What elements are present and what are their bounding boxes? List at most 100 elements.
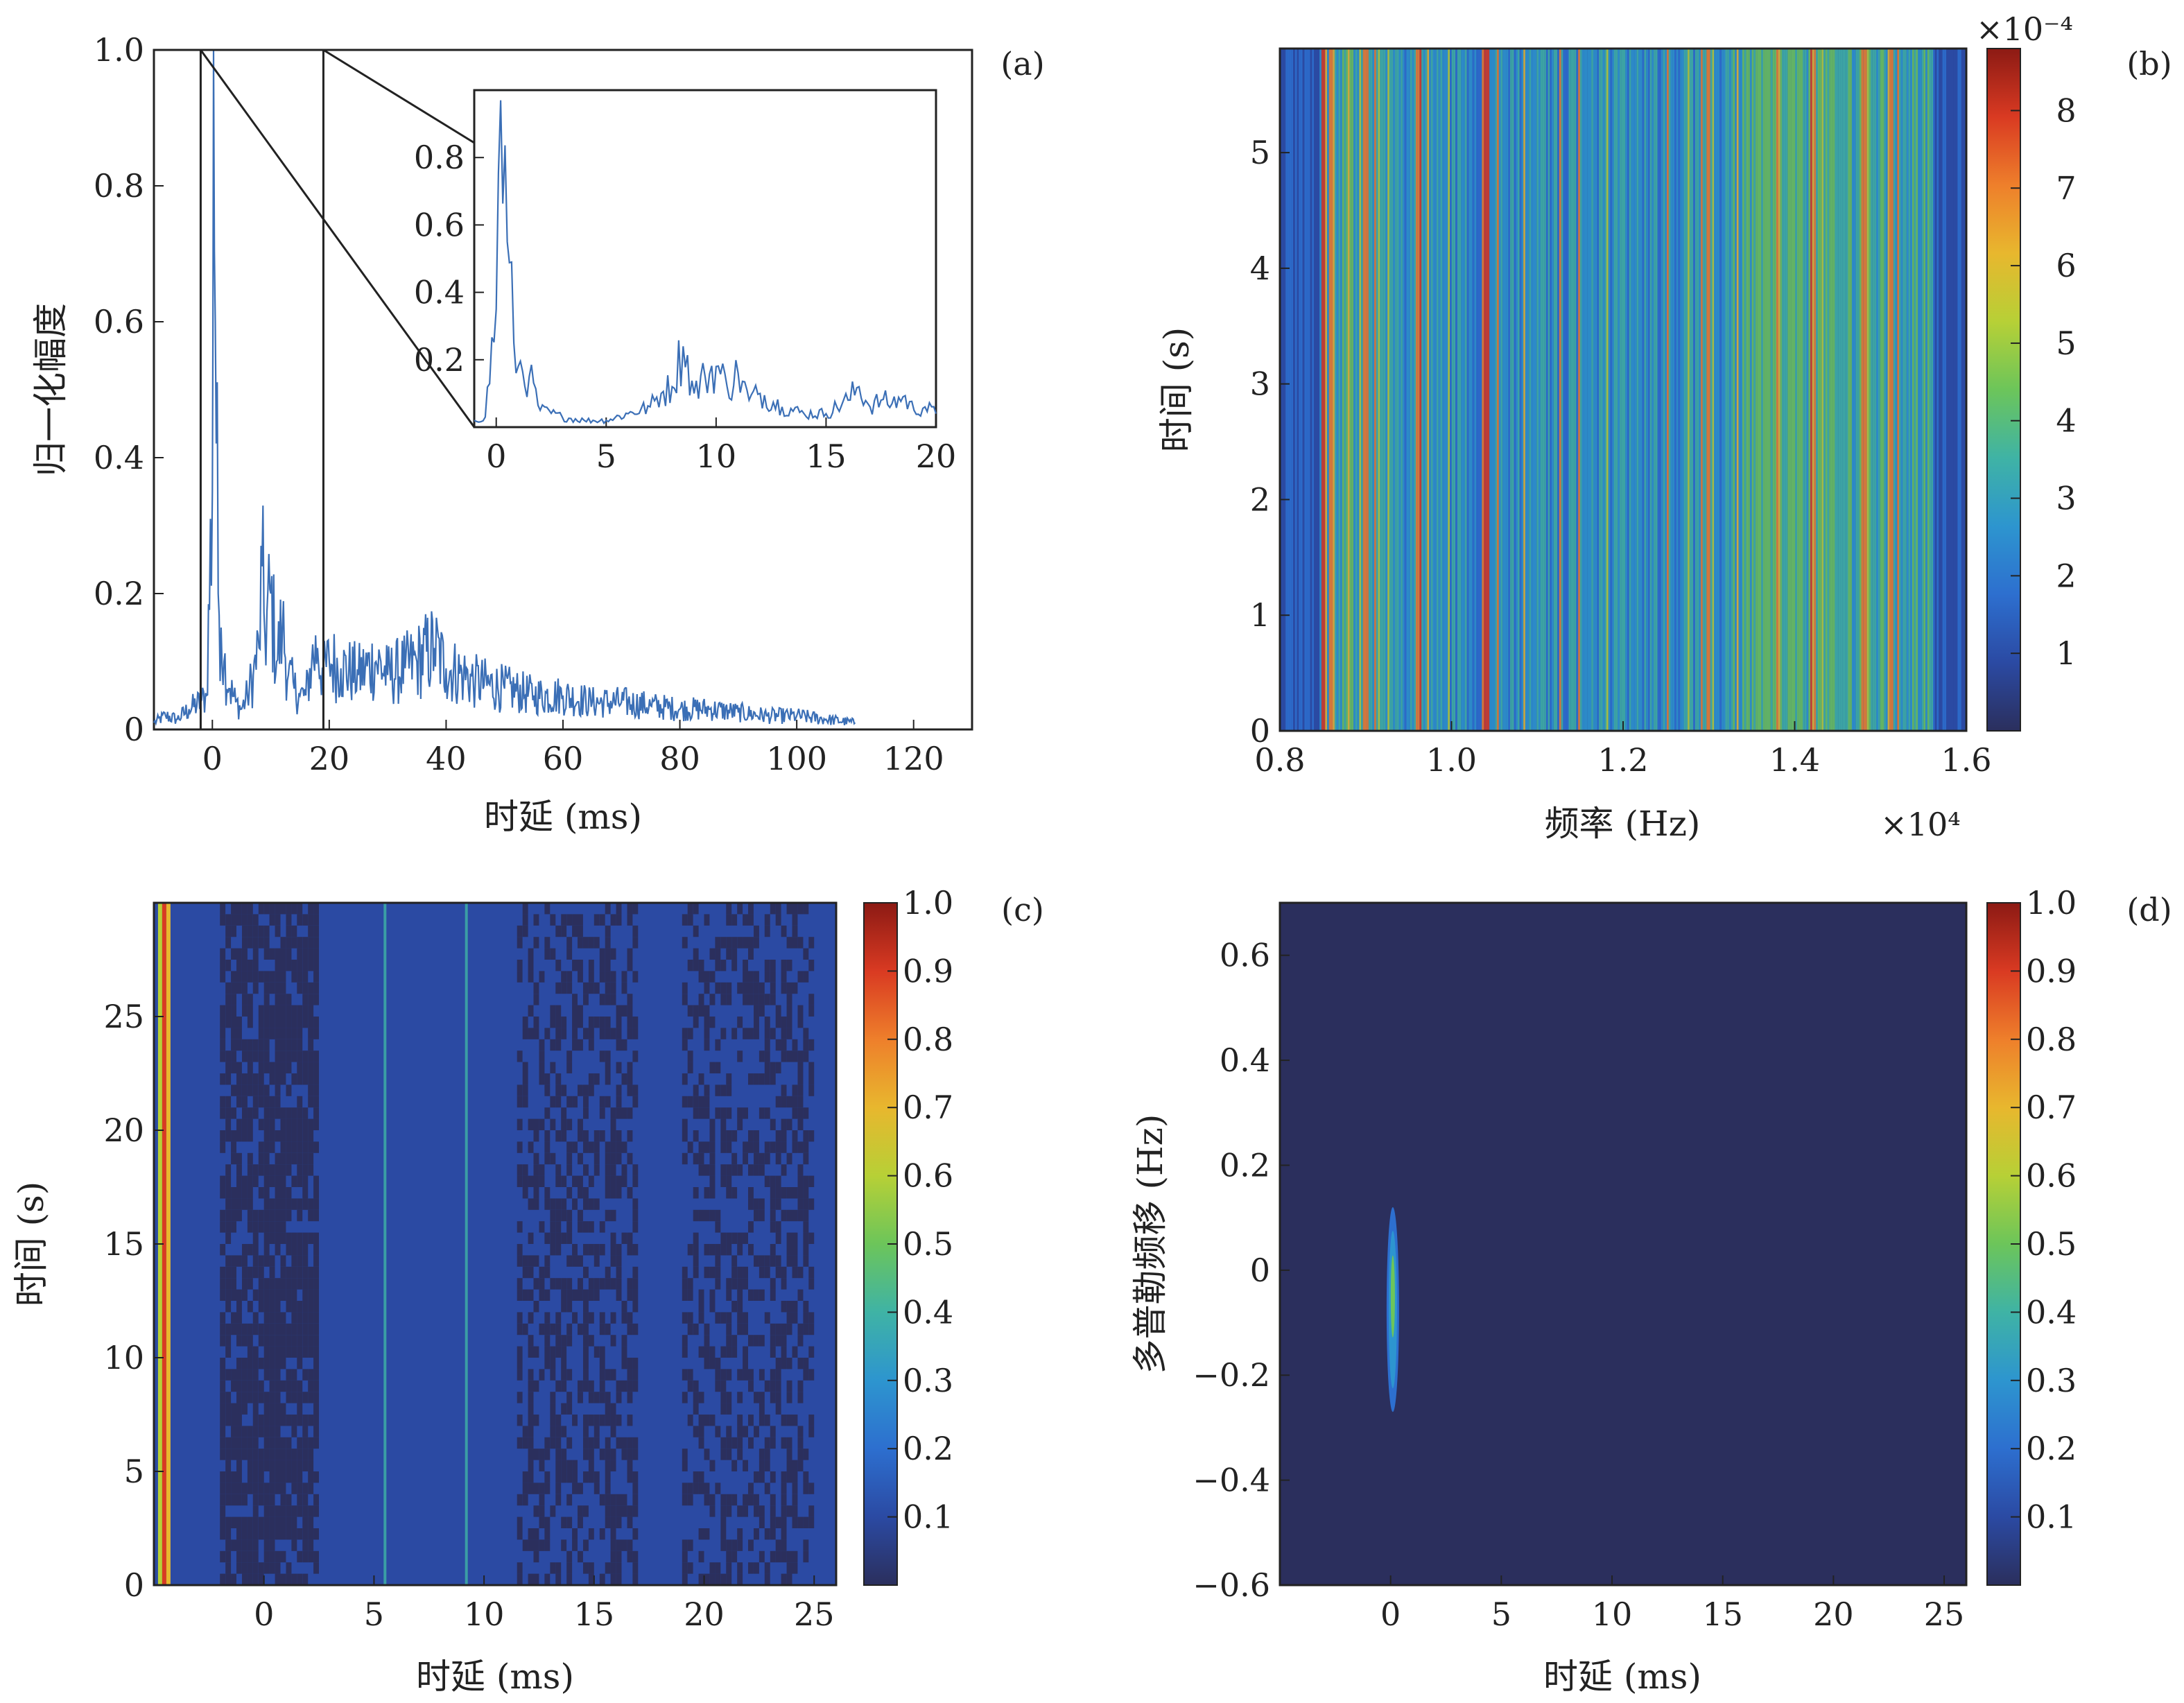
panel-b-stripe bbox=[1563, 49, 1566, 731]
panel-c-cell bbox=[302, 1187, 309, 1199]
panel-c-cell bbox=[528, 1369, 534, 1381]
panel-c-cell bbox=[808, 1073, 815, 1085]
panel-c-cell bbox=[225, 1096, 232, 1108]
panel-c-cell bbox=[302, 1482, 309, 1494]
panel-c-cell bbox=[297, 1198, 303, 1210]
panel-c-cell bbox=[275, 1017, 281, 1028]
panel-c-cell bbox=[550, 1403, 556, 1415]
panel-c-cell bbox=[770, 1062, 776, 1073]
panel-c-cell bbox=[715, 1221, 721, 1233]
panel-c-cell bbox=[698, 960, 704, 971]
panel-c-cell bbox=[808, 1232, 815, 1244]
panel-c-cell bbox=[528, 1005, 534, 1017]
panel-c-cell bbox=[616, 1028, 622, 1039]
panel-c-cell bbox=[297, 1415, 303, 1426]
panel-c-cell bbox=[263, 994, 270, 1005]
panel-c-cell bbox=[550, 1096, 556, 1108]
panel-c-cell bbox=[528, 1028, 534, 1039]
panel-c-cell bbox=[236, 1426, 242, 1437]
panel-b-stripe bbox=[1738, 49, 1741, 731]
panel-b-y-tick-label: 1 bbox=[1250, 596, 1270, 634]
panel-c-cell bbox=[748, 1221, 754, 1233]
panel-c-cell bbox=[258, 1460, 264, 1471]
panel-c-cell bbox=[247, 1528, 253, 1540]
panel-c-cell bbox=[528, 1312, 534, 1324]
panel-b-colorbar-tick-label: 8 bbox=[2056, 92, 2076, 129]
panel-b-stripe bbox=[1518, 49, 1520, 731]
panel-c-cell bbox=[781, 1084, 787, 1096]
panel-c-cell bbox=[313, 1107, 319, 1119]
panel-c-cell bbox=[280, 1449, 286, 1460]
panel-b-stripe bbox=[1882, 49, 1884, 731]
panel-c-cell bbox=[682, 914, 688, 926]
panel-c-colorbar-tick-label: 0.3 bbox=[903, 1362, 953, 1399]
panel-c-cell bbox=[555, 1221, 562, 1233]
panel-c-cell bbox=[225, 1232, 232, 1244]
panel-c-cell bbox=[566, 1301, 573, 1313]
panel-c-cell bbox=[302, 1460, 309, 1471]
panel-c-cell bbox=[225, 1017, 232, 1028]
panel-b-stripe bbox=[1615, 49, 1618, 731]
panel-c-cell bbox=[583, 1562, 589, 1574]
panel-c-cell bbox=[616, 1392, 622, 1403]
panel-c-cell bbox=[803, 971, 809, 983]
panel-c-cell bbox=[583, 1301, 589, 1313]
panel-c-cell bbox=[231, 1415, 236, 1426]
panel-c-cell bbox=[247, 1323, 253, 1335]
panel-c-cell bbox=[236, 1084, 242, 1096]
panel-d-colorbar-tick-label: 0.6 bbox=[2026, 1157, 2077, 1195]
panel-c-cell bbox=[687, 903, 693, 915]
panel-c-cell bbox=[599, 1017, 605, 1028]
panel-c-cell bbox=[225, 1255, 232, 1267]
panel-c-cell bbox=[610, 982, 616, 994]
panel-c-cell bbox=[247, 1449, 253, 1460]
panel-c-cell bbox=[737, 1051, 743, 1062]
panel-c-cell bbox=[247, 1335, 253, 1347]
panel-c-cell bbox=[605, 1209, 611, 1222]
panel-c-cell bbox=[291, 1516, 297, 1528]
panel-c-cell bbox=[803, 1232, 809, 1244]
panel-c-cell bbox=[632, 1437, 639, 1449]
panel-c-cell bbox=[297, 1130, 303, 1142]
panel-c-cell bbox=[263, 1289, 270, 1301]
panel-b-stripe bbox=[1476, 49, 1478, 731]
panel-c-cell bbox=[803, 1369, 809, 1381]
panel-c-cell bbox=[263, 1152, 270, 1165]
panel-b-stripe bbox=[1740, 49, 1742, 731]
panel-c-cell bbox=[308, 1392, 314, 1403]
panel-c-cell bbox=[313, 1198, 319, 1210]
panel-c-cell bbox=[616, 1550, 622, 1563]
panel-c-cell bbox=[792, 1232, 798, 1244]
panel-c-cell bbox=[280, 1073, 286, 1085]
panel-c-cell bbox=[704, 1164, 710, 1176]
panel-c-cell bbox=[583, 1244, 589, 1256]
panel-c-cell bbox=[275, 1096, 281, 1108]
panel-c-cell bbox=[786, 994, 792, 1005]
panel-c-cell bbox=[775, 1152, 781, 1165]
panel-c-cell bbox=[280, 1187, 286, 1199]
panel-c-cell bbox=[792, 1471, 798, 1483]
panel-c-cell bbox=[220, 1358, 226, 1369]
panel-c-cell bbox=[225, 1460, 232, 1471]
panel-c-cell bbox=[236, 903, 242, 915]
panel-c-cell bbox=[759, 1266, 765, 1279]
panel-c-cell bbox=[792, 1244, 798, 1256]
panel-c-cell bbox=[775, 1017, 781, 1028]
panel-c-cell bbox=[231, 1449, 236, 1460]
panel-c-cell bbox=[704, 1209, 710, 1222]
panel-c-cell bbox=[308, 1232, 314, 1244]
panel-c-cell bbox=[275, 1175, 281, 1187]
panel-c-cell bbox=[231, 1312, 236, 1324]
panel-c-cell bbox=[258, 1392, 264, 1403]
panel-c-cell bbox=[698, 1415, 704, 1426]
panel-c-cell bbox=[302, 1312, 309, 1324]
panel-b-stripe bbox=[1756, 49, 1758, 731]
panel-c-cell bbox=[797, 1164, 804, 1176]
panel-c-cell bbox=[555, 1278, 562, 1290]
panel-b-stripe bbox=[1865, 49, 1867, 731]
panel-c-cell bbox=[252, 1380, 259, 1392]
panel-c-cell bbox=[544, 1266, 551, 1279]
panel-c-cell bbox=[280, 1312, 286, 1324]
panel-c-cell bbox=[748, 1335, 754, 1347]
panel-c-cell bbox=[302, 1118, 309, 1130]
